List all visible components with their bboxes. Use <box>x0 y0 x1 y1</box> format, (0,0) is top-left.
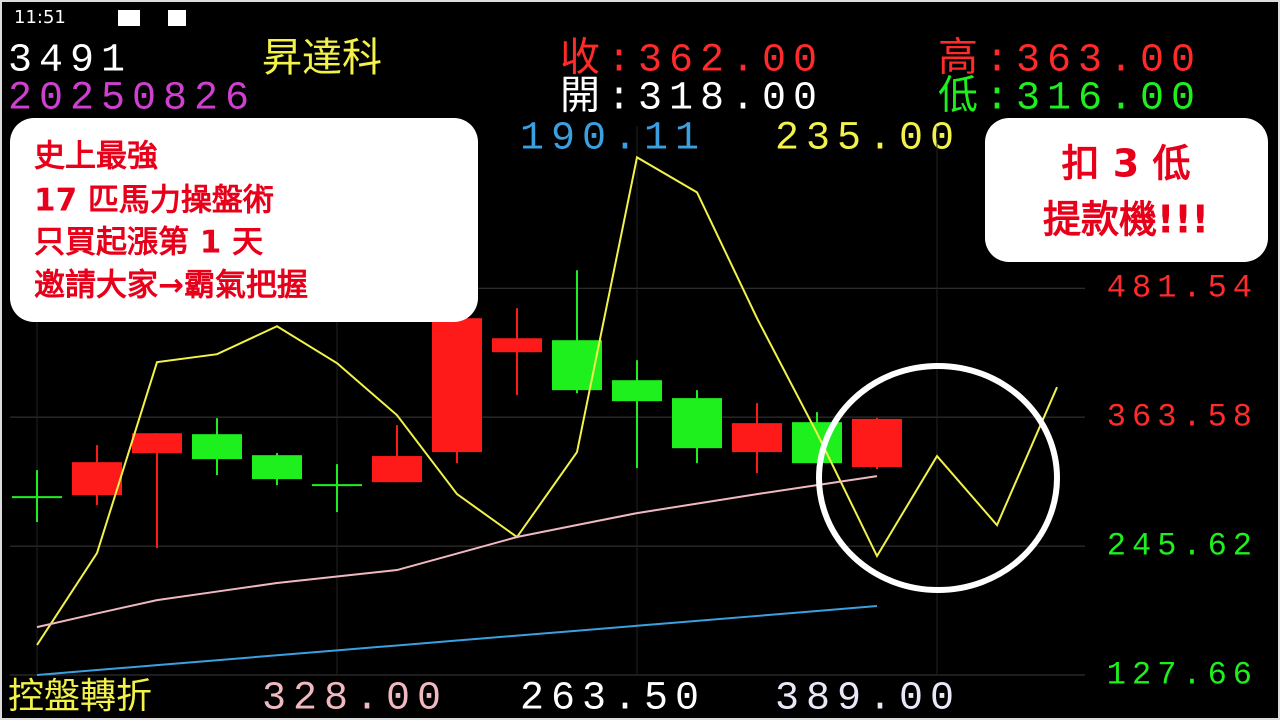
callout-box <box>985 118 1268 262</box>
callout-text: 史上最強 <box>34 139 158 175</box>
candle-body <box>852 418 902 467</box>
status-icon <box>168 10 186 26</box>
high-price: 高:363.00 <box>938 37 1202 84</box>
candle-body <box>432 318 482 453</box>
y-tick-label: 363.58 <box>1107 399 1258 436</box>
y-tick-label: 245.62 <box>1107 528 1258 565</box>
ma-value: 190.11 <box>520 117 706 162</box>
candle-body <box>132 433 182 454</box>
status-time: 11:51 <box>14 7 66 28</box>
ma-line <box>36 475 878 629</box>
candle-body <box>72 462 122 496</box>
callout-box <box>10 118 478 322</box>
low-price: 低:316.00 <box>938 75 1202 122</box>
callout-text: 邀請大家→霸氣把握 <box>34 268 308 304</box>
ma-line <box>36 604 878 676</box>
candle-body <box>192 434 242 460</box>
candle-body <box>552 340 602 391</box>
stock-code: 3491 <box>8 39 132 84</box>
footer-value: 328.00 <box>262 677 448 720</box>
footer-value: 263.50 <box>520 677 706 720</box>
close-price: 收:362.00 <box>560 37 824 84</box>
status-icon <box>118 10 140 26</box>
y-tick-label: 481.54 <box>1107 270 1258 307</box>
callout-text: 只買起漲第 1 天 <box>34 225 263 261</box>
candle-body <box>672 398 722 449</box>
y-tick-label: 127.66 <box>1107 656 1258 693</box>
callout-text: 提款機!!! <box>1043 198 1209 242</box>
candle-body <box>612 380 662 402</box>
candle-body <box>492 338 542 353</box>
plot-area <box>10 126 1085 676</box>
open-price: 開:318.00 <box>560 77 824 122</box>
stock-name: 昇達科 <box>262 35 382 81</box>
callout-text: 扣 3 低 <box>1062 142 1191 186</box>
callout-text: 17 匹馬力操盤術 <box>34 183 274 219</box>
ma-value: 235.00 <box>775 117 961 162</box>
candle-body <box>252 455 302 480</box>
footer-label: 控盤轉折 <box>8 676 152 717</box>
highlight-circle <box>816 363 1060 593</box>
ma-line <box>36 155 1058 646</box>
candle-body <box>732 423 782 453</box>
footer-value: 389.00 <box>775 677 961 720</box>
date: 20250826 <box>8 77 256 122</box>
candle-body <box>372 456 422 483</box>
